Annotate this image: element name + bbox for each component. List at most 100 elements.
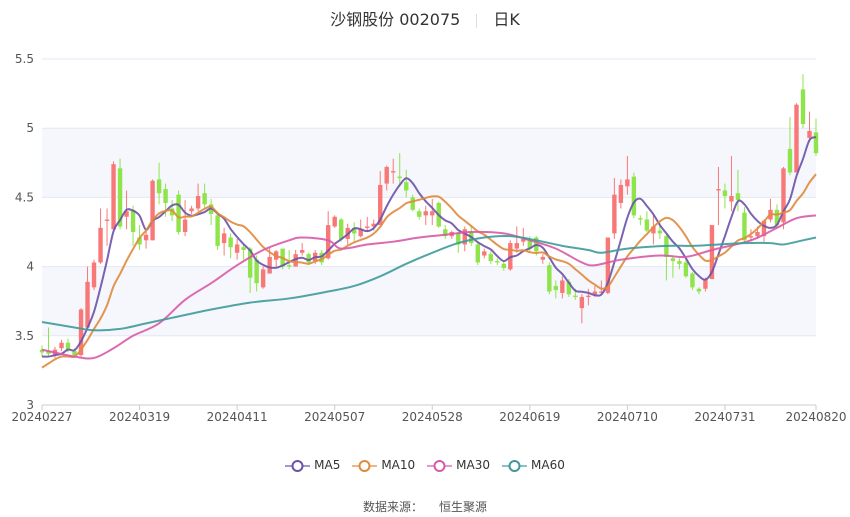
candle-body [417,211,422,217]
x-tick-label: 20240710 [597,410,658,424]
candle-body [625,179,630,187]
candle-body [378,184,383,226]
y-tick-label: 4.5 [15,190,34,204]
candle [156,162,162,205]
y-tick-label: 3.5 [15,329,34,343]
candle [143,230,149,249]
candle-body [709,225,715,280]
candlestick-chart: 33.544.555.5 20240227 20240319 20240411 202… [11,52,847,424]
candle [586,288,591,306]
legend-item-ma30[interactable]: MA30 [427,458,490,473]
candle-body [423,211,428,216]
candle [651,214,656,245]
candle-body [813,132,819,154]
candle-body [221,233,227,244]
legend-circle-icon [352,459,378,472]
candle-body [456,233,461,245]
candle-body [117,168,123,227]
candle-body [586,295,591,298]
ma-lines [41,136,817,369]
candle-body [599,291,604,293]
period-label: 日K [493,10,520,29]
candle [150,179,155,241]
legend-item-ma5[interactable]: MA5 [285,458,340,473]
candle-body [514,243,520,249]
candle [384,165,389,191]
candle-body [527,240,533,249]
candle-body [332,216,337,227]
candle [228,233,233,259]
candle-body [358,229,363,237]
line-ma30 [41,214,817,360]
candle-body [716,189,721,191]
candle-body [104,219,110,221]
candle-body [306,254,311,263]
candle-body [111,164,116,230]
candle [612,178,617,239]
candle [378,171,383,226]
candle-body [371,223,376,227]
candle [273,249,279,267]
candle [618,179,624,209]
candle-body [365,226,370,228]
x-axis-ticks: 20240227 20240319 20240411 20240507 20240528… [11,405,847,424]
candle-body [657,230,663,234]
legend-circle-icon [502,459,528,472]
candle-body [462,229,467,245]
candle-body [124,211,129,217]
candle [631,172,637,219]
candle-body [286,265,292,267]
candle-body [488,254,493,262]
candle-body [761,220,767,237]
candle [59,339,64,352]
candle [540,254,546,264]
x-tick-label: 20240731 [694,410,755,424]
candle [352,222,357,242]
candle-body [59,342,64,349]
candle [553,280,559,299]
candle [482,248,487,259]
candle-body [482,251,487,256]
candle [319,249,324,266]
candle [475,243,480,266]
candle-body [501,263,506,268]
candle-body [391,171,396,173]
candle-body [748,236,754,238]
candle-body [260,269,266,288]
candle [579,294,585,324]
legend-circle-icon [427,459,453,472]
candle-body [735,193,741,201]
candle-body [644,219,650,231]
candle-body [156,179,162,194]
candle-body [755,232,760,237]
candle [404,169,409,198]
legend-item-ma10[interactable]: MA10 [352,458,415,473]
candle-body [267,256,272,274]
candle [338,218,344,242]
candle-body [254,259,259,284]
candle [800,74,806,129]
candle [794,103,799,173]
data-source: 数据来源： 恒生聚源 [0,498,850,515]
candle-body [605,237,611,293]
legend-label: MA5 [314,458,341,472]
candle [638,215,643,226]
candle [807,111,812,143]
candle-body [670,258,676,262]
candle-body [781,168,786,223]
candle-body [39,349,45,353]
candle-body [631,176,637,216]
candle [365,216,370,232]
candle [417,208,422,220]
candle [696,287,702,295]
candle-body [495,261,500,263]
candle [514,226,520,253]
candle-body [91,262,97,288]
candle [716,166,721,226]
candle [423,205,428,226]
candle-body [553,285,559,291]
candle-body [65,342,71,350]
candle [547,262,552,295]
candle [176,190,181,235]
legend-item-ma60[interactable]: MA60 [502,458,565,473]
